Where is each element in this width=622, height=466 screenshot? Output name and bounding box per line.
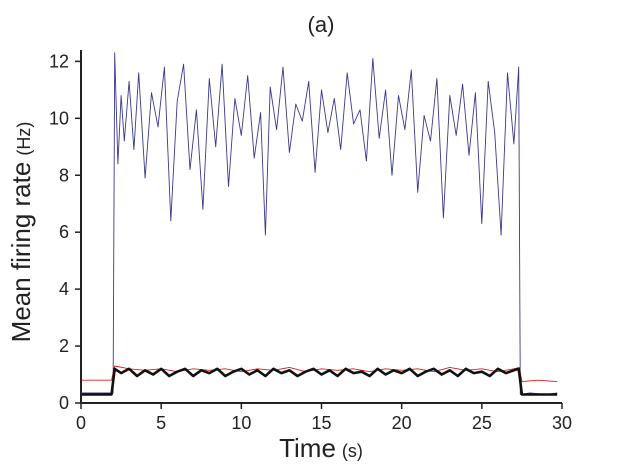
x-tick-label: 30: [552, 413, 572, 433]
chart-title: (a): [308, 12, 335, 37]
x-tick-label: 25: [472, 413, 492, 433]
y-axis-label: Mean firing rate (Hz): [6, 122, 36, 343]
x-tick-label: 20: [392, 413, 412, 433]
y-tick-label: 10: [49, 108, 69, 128]
plot-lines: [81, 52, 558, 396]
y-tick-label: 6: [59, 222, 69, 242]
series-line-2: [81, 367, 558, 396]
x-tick-label: 5: [156, 413, 166, 433]
y-tick-label: 12: [49, 51, 69, 71]
x-tick-label: 10: [231, 413, 251, 433]
y-tick-label: 4: [59, 279, 69, 299]
x-axis-label: Time (s): [279, 433, 363, 463]
x-tick-label: 15: [311, 413, 331, 433]
x-axis-label-text: Time: [279, 433, 336, 463]
series-line-0: [81, 52, 558, 395]
x-axis-unit: (s): [342, 441, 363, 461]
y-ticks: 0 2 4 6 8 10 12: [49, 51, 81, 413]
y-tick-label: 2: [59, 336, 69, 356]
y-tick-label: 0: [59, 393, 69, 413]
y-axis-unit: (Hz): [14, 122, 34, 156]
x-ticks: 0 5 10 15 20 25 30: [76, 403, 572, 433]
x-tick-label: 0: [76, 413, 86, 433]
y-tick-label: 8: [59, 165, 69, 185]
y-axis-label-text: Mean firing rate: [6, 162, 36, 343]
